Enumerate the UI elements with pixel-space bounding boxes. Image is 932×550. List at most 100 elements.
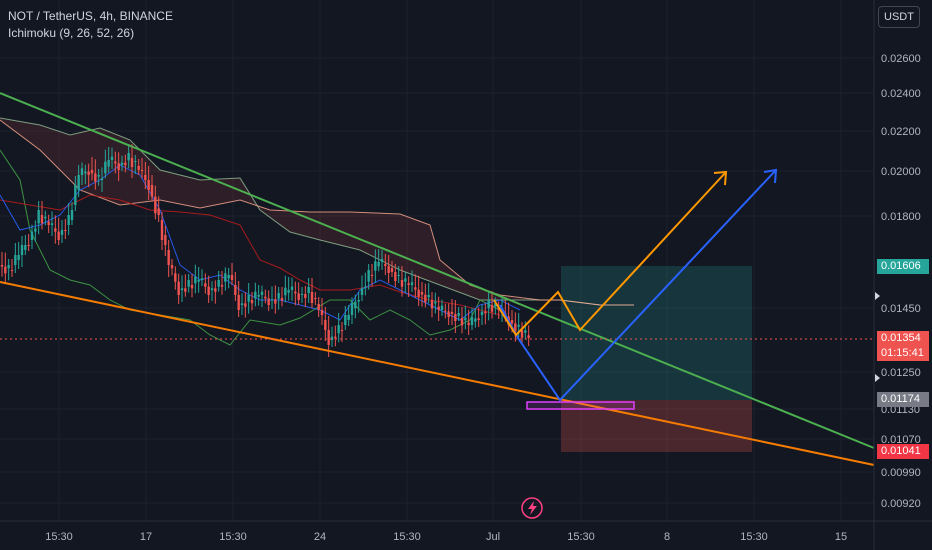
symbol-title[interactable]: NOT / TetherUS, 4h, BINANCE <box>8 9 173 23</box>
candle-body <box>274 299 277 304</box>
candle-body <box>160 220 164 240</box>
candle-body <box>194 276 197 284</box>
candle-body <box>44 216 47 219</box>
time-tick-label: 8 <box>664 531 670 543</box>
candle-body <box>147 180 150 190</box>
lightning-icon[interactable] <box>521 497 543 519</box>
candle-body <box>240 303 244 305</box>
candle-body <box>400 280 404 287</box>
candle-body <box>164 235 167 245</box>
candle-body <box>287 290 290 293</box>
blue-projection-path[interactable] <box>499 169 777 402</box>
candle-body <box>450 312 454 314</box>
price-tick-label: 0.00920 <box>881 498 921 510</box>
candle-body <box>0 265 4 267</box>
candle-body <box>447 311 450 317</box>
candle-body <box>254 291 257 299</box>
candle-body <box>144 175 147 180</box>
target-price-label: 0.01606 <box>877 259 929 274</box>
candle-body <box>454 314 457 321</box>
price-tick-label: 0.01800 <box>881 211 921 223</box>
candle-body <box>467 322 470 325</box>
candle-body <box>214 288 217 292</box>
candle-body <box>410 282 414 285</box>
time-tick-label: 17 <box>140 531 152 543</box>
candle-body <box>70 210 74 220</box>
time-axis[interactable]: 15:30 17 15:30 24 15:30 Jul 15:30 8 15:30 15 <box>45 531 847 543</box>
price-tick-label: 0.02200 <box>881 126 921 138</box>
candle-body <box>97 175 100 177</box>
candle-body <box>304 294 307 298</box>
candle-body <box>494 303 497 307</box>
price-tick-label: 0.01070 <box>881 434 921 446</box>
tenkan-sen <box>0 164 521 321</box>
candle-body <box>67 215 70 225</box>
candle-body <box>430 300 434 309</box>
candle-body <box>370 275 374 276</box>
resistance-trendline[interactable] <box>0 92 875 449</box>
candle-body <box>124 162 127 166</box>
candle-body <box>364 286 367 289</box>
indicator-title[interactable]: Ichimoku (9, 26, 52, 26) <box>8 26 135 40</box>
candle-body <box>264 296 267 299</box>
orange-projection-path[interactable] <box>493 171 727 337</box>
candle-body <box>230 275 234 280</box>
candle-body <box>17 255 20 260</box>
candle-body <box>384 264 387 266</box>
candle-body <box>337 325 340 334</box>
axis-marker-icon <box>875 292 880 300</box>
candle-body <box>404 278 407 282</box>
candle-body <box>457 313 460 316</box>
candle-body <box>444 310 447 312</box>
candle-body <box>234 285 237 295</box>
candle-body <box>224 273 227 282</box>
candle-body <box>64 230 67 231</box>
candle-body <box>484 311 487 314</box>
candle-body <box>397 275 400 276</box>
candle-body <box>350 303 354 315</box>
chart-legend: NOT / TetherUS, 4h, BINANCE Ichimoku (9,… <box>8 8 173 42</box>
candle-body <box>80 168 84 175</box>
orange-arrow-head <box>713 170 728 186</box>
candle-body <box>184 288 187 292</box>
candle-body <box>167 250 170 265</box>
candle-body <box>7 265 10 269</box>
candle-body <box>460 318 464 326</box>
candle-body <box>420 292 424 295</box>
chikou-span <box>0 149 501 346</box>
candle-body <box>47 221 50 225</box>
ichimoku-cloud <box>0 118 560 300</box>
senkou-span-a <box>0 117 634 306</box>
candle-body <box>244 303 247 307</box>
entry-price-label: 0.01174 <box>877 392 929 407</box>
candle-body <box>367 270 370 282</box>
time-tick-label: 15:30 <box>740 531 768 543</box>
last-price-label: 0.01354 <box>877 331 929 346</box>
candle-body <box>307 287 310 293</box>
candle-body <box>490 305 494 312</box>
stop-price-label: 0.01041 <box>877 444 929 459</box>
candle-body <box>54 228 57 232</box>
support-box[interactable] <box>526 401 635 410</box>
candle-body <box>217 280 220 287</box>
candle-body <box>270 299 274 301</box>
candle-body <box>510 320 514 324</box>
price-axis[interactable]: 0.02600 0.02400 0.02200 0.02000 0.01800 0.014… <box>881 53 921 510</box>
candle-body <box>310 292 314 303</box>
candle-body <box>380 259 384 262</box>
candle-body <box>440 305 444 310</box>
currency-button[interactable]: USDT <box>878 6 920 28</box>
candle-body <box>470 316 474 325</box>
candle-body <box>114 161 117 164</box>
candle-body <box>237 295 240 310</box>
candle-body <box>30 231 34 240</box>
candle-body <box>390 268 394 272</box>
candle-body <box>480 311 484 315</box>
support-trendline[interactable] <box>0 281 875 466</box>
time-tick-label: Jul <box>486 531 500 543</box>
candle-body <box>267 298 270 305</box>
candle-body <box>527 335 530 338</box>
candle-body <box>320 310 324 315</box>
candle-body <box>294 291 297 294</box>
